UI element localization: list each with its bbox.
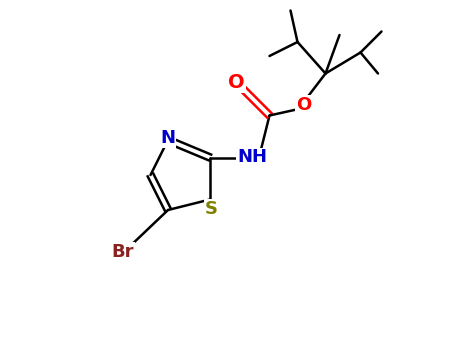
Text: O: O	[228, 73, 245, 92]
Text: S: S	[205, 200, 218, 218]
Text: NH: NH	[237, 148, 267, 167]
Text: N: N	[161, 129, 176, 147]
Text: Br: Br	[111, 243, 134, 261]
Text: O: O	[296, 96, 311, 114]
